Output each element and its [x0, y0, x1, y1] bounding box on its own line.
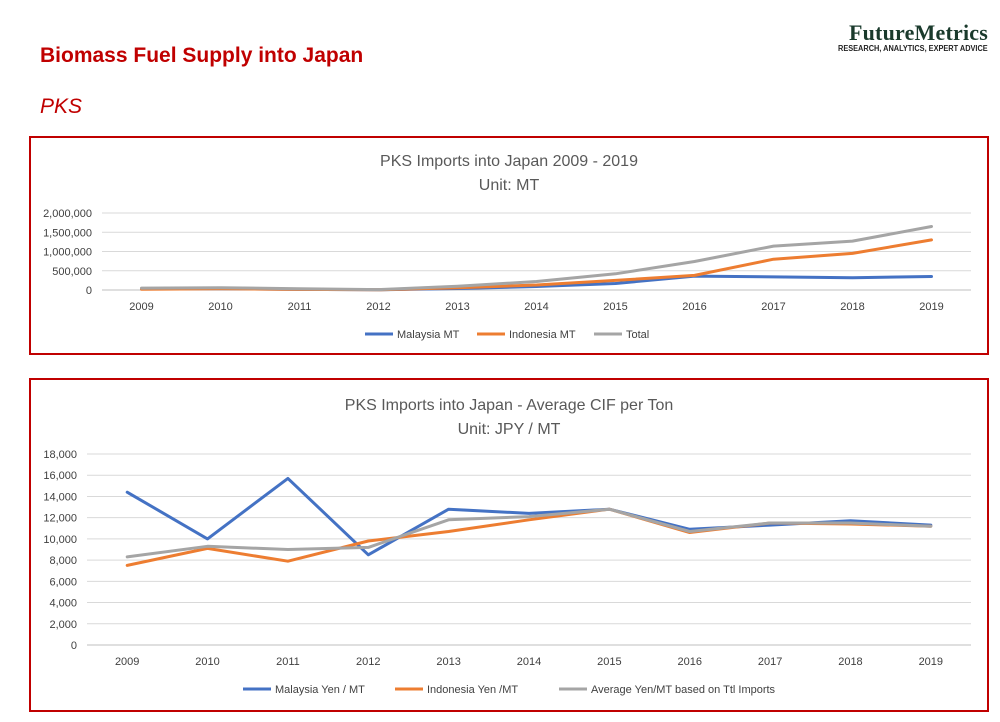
chart-unit-label: Unit: MT: [479, 177, 540, 194]
page-subtitle: PKS: [40, 95, 83, 118]
y-tick-label: 500,000: [52, 266, 92, 278]
y-tick-label: 18,000: [43, 449, 77, 461]
legend-label: Malaysia MT: [397, 329, 460, 341]
chart-unit-label: Unit: JPY / MT: [458, 421, 561, 438]
chart-title: PKS Imports into Japan - Average CIF per…: [345, 397, 673, 414]
x-tick-label: 2013: [436, 656, 460, 668]
y-tick-label: 4,000: [49, 598, 77, 610]
x-tick-label: 2019: [919, 301, 943, 313]
x-tick-label: 2017: [758, 656, 782, 668]
x-tick-label: 2015: [603, 301, 627, 313]
x-tick-label: 2016: [677, 656, 701, 668]
x-tick-label: 2011: [276, 656, 300, 668]
chart-imports-volume: PKS Imports into Japan 2009 - 2019 Unit: …: [43, 153, 971, 341]
chart-frame-cif-per-ton: PKS Imports into Japan - Average CIF per…: [29, 378, 989, 712]
x-tick-label: 2017: [761, 301, 785, 313]
legend-label: Average Yen/MT based on Ttl Imports: [591, 684, 776, 696]
y-tick-label: 8,000: [49, 555, 77, 567]
chart-frame-imports-volume: PKS Imports into Japan 2009 - 2019 Unit: …: [29, 136, 989, 355]
x-tick-label: 2018: [840, 301, 864, 313]
y-tick-label: 1,500,000: [43, 227, 92, 239]
x-tick-label: 2010: [208, 301, 232, 313]
futuremetrics-logo: FutureMetrics RESEARCH, ANALYTICS, EXPER…: [825, 20, 988, 54]
y-tick-label: 16,000: [43, 470, 77, 482]
y-tick-label: 6,000: [49, 576, 77, 588]
series-line: [125, 507, 933, 559]
y-tick-label: 2,000,000: [43, 208, 92, 220]
y-tick-label: 14,000: [43, 491, 77, 503]
y-tick-label: 0: [86, 285, 92, 297]
chart-title: PKS Imports into Japan 2009 - 2019: [380, 153, 638, 170]
x-tick-label: 2009: [115, 656, 139, 668]
logo-tagline: RESEARCH, ANALYTICS, EXPERT ADVICE: [838, 44, 988, 53]
x-tick-label: 2019: [919, 656, 943, 668]
x-tick-label: 2010: [195, 656, 219, 668]
y-tick-label: 12,000: [43, 513, 77, 525]
series-line: [140, 225, 933, 292]
chart-cif-per-ton: PKS Imports into Japan - Average CIF per…: [43, 397, 971, 696]
y-tick-label: 1,000,000: [43, 247, 92, 259]
legend-label: Indonesia Yen /MT: [427, 684, 518, 696]
legend-label: Total: [626, 329, 649, 341]
logo-name: FutureMetrics: [848, 20, 988, 45]
x-tick-label: 2012: [356, 656, 380, 668]
x-tick-label: 2014: [517, 656, 541, 668]
x-tick-label: 2015: [597, 656, 621, 668]
y-tick-label: 0: [71, 640, 77, 652]
x-tick-label: 2012: [366, 301, 390, 313]
x-tick-label: 2014: [524, 301, 548, 313]
legend-label: Indonesia MT: [509, 329, 576, 341]
x-tick-label: 2018: [838, 656, 862, 668]
legend-label: Malaysia Yen / MT: [275, 684, 365, 696]
x-tick-label: 2016: [682, 301, 706, 313]
y-tick-label: 10,000: [43, 534, 77, 546]
x-tick-label: 2013: [445, 301, 469, 313]
x-tick-label: 2011: [288, 301, 312, 313]
x-tick-label: 2009: [129, 301, 153, 313]
y-tick-label: 2,000: [49, 619, 77, 631]
page-title: Biomass Fuel Supply into Japan: [40, 44, 364, 67]
